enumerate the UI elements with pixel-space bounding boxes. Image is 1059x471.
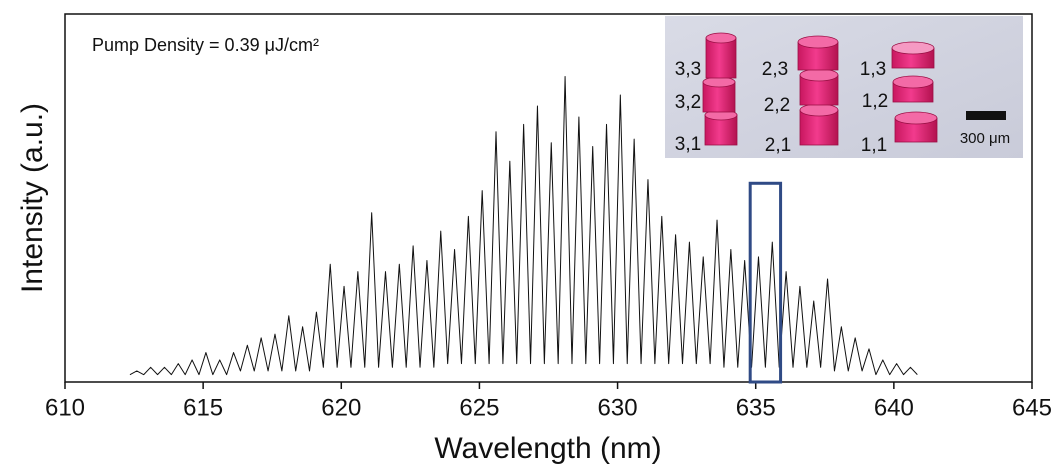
- highlight-box: [748, 181, 783, 384]
- x-tick-label: 635: [736, 394, 776, 421]
- inset-label: 2,1: [765, 135, 791, 156]
- inset-label: 1,3: [860, 59, 886, 80]
- plot-frame: [64, 13, 1033, 383]
- x-tick-label: 625: [459, 394, 499, 421]
- inset-label: 3,3: [675, 59, 701, 80]
- x-axis-title: Wavelength (nm): [434, 432, 661, 465]
- inset-label: 3,1: [675, 134, 701, 155]
- inset-label: 2,2: [764, 95, 790, 116]
- inset-label: 2,3: [762, 59, 788, 80]
- inset-label: 1,2: [862, 91, 888, 112]
- x-tick-label: 615: [183, 394, 223, 421]
- inset-label: 1,1: [861, 135, 887, 156]
- scale-bar-label: 300 μm: [960, 130, 1010, 147]
- y-axis-title: Intensity (a.u.): [16, 103, 49, 293]
- x-tick-label: 620: [321, 394, 361, 421]
- spectrum-line: [129, 76, 918, 376]
- inset-photo: 300 μm 3,3 2,3 1,3 3,2 2,2 1,2 3,1 2,1 1,1: [665, 16, 1023, 158]
- x-tick-label: 645: [1012, 394, 1052, 421]
- inset-label: 3,2: [675, 92, 701, 113]
- x-tick-label: 610: [45, 394, 85, 421]
- x-tick-label: 640: [874, 394, 914, 421]
- scale-bar: [966, 111, 1006, 120]
- pillars: [702, 32, 938, 146]
- x-tick-label: 630: [598, 394, 638, 421]
- annotation: Pump Density = 0.39 μJ/cm²: [92, 35, 319, 55]
